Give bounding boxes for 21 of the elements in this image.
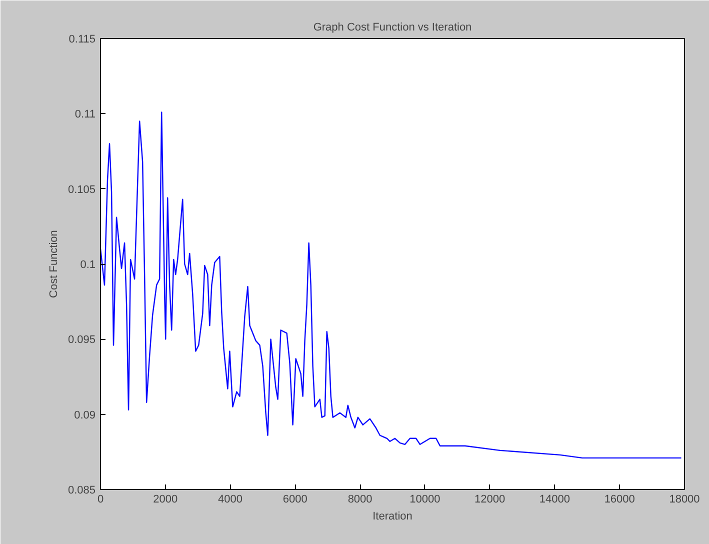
x-tick-label: 4000 (218, 494, 243, 506)
x-tick-label: 6000 (282, 494, 308, 506)
y-tick-label: 0.1 (80, 259, 96, 271)
x-tick-label: 0 (97, 494, 104, 506)
chart-title: Graph Cost Function vs Iteration (313, 22, 472, 34)
y-tick-label: 0.105 (68, 184, 96, 196)
x-tick-label: 2000 (153, 494, 178, 506)
y-tick-label: 0.11 (74, 108, 96, 121)
y-tick-label: 0.115 (68, 34, 96, 46)
y-tick-label: 0.09 (74, 409, 96, 422)
x-tick-label: 14000 (539, 494, 570, 506)
x-tick-label: 10000 (410, 494, 440, 506)
x-tick-label: 16000 (604, 494, 635, 506)
x-axis-title: Iteration (372, 510, 412, 522)
y-tick-label: 0.085 (68, 484, 96, 496)
x-tick-label: 8000 (348, 494, 372, 506)
y-axis-title: Cost Function (48, 230, 60, 298)
y-tick-label: 0.095 (68, 334, 96, 346)
x-tick-label: 18000 (669, 494, 700, 506)
line-series (100, 112, 682, 459)
x-tick-label: 12000 (474, 494, 506, 506)
